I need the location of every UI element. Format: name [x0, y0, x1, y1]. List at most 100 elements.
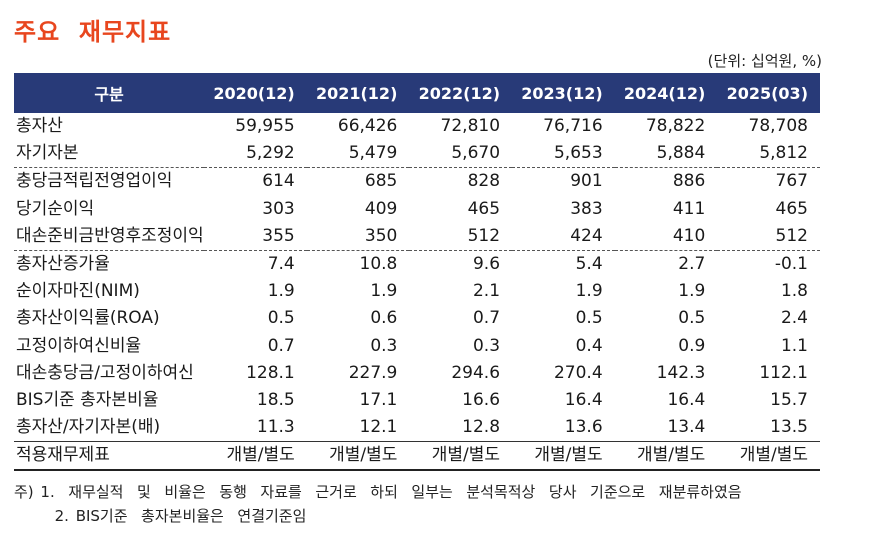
table-cell: 767 [775, 171, 808, 192]
table-cell: 17.1 [359, 389, 398, 410]
table-cell: -0.1 [774, 254, 808, 275]
table-cell: 개별/별도 [717, 441, 820, 472]
table-cell: 512 [409, 222, 513, 251]
table-cell: 512 [717, 222, 820, 251]
table-cell: 개별/별도 [204, 441, 307, 472]
table-cell: 16.4 [564, 389, 603, 410]
table-cell: 409 [364, 198, 398, 219]
table-cell: 5,812 [717, 140, 820, 169]
table-row: 총자산/자기자본(배) 11.3 12.1 12.8 13.6 13.4 13.5 [14, 414, 820, 443]
table-cell: 383 [570, 198, 603, 219]
table-row: 당기순이익 303 409 465 383 411 465 [14, 196, 820, 223]
table-body: 총자산 59,955 66,426 72,810 76,716 78,822 78,708 자… [14, 113, 820, 472]
table-row: 충당금적립전영업이익 614 685 828 901 886 767 [14, 168, 820, 196]
table-row: 고정이하여신비율 0.7 0.3 0.3 0.4 0.9 1.1 [14, 333, 820, 360]
table-cell: 13.5 [717, 414, 820, 443]
table-cell: 2.7 [678, 254, 706, 275]
table-cell: 1.9 [678, 281, 706, 302]
row-label: BIS기준 총자본비율 [16, 389, 159, 410]
row-label: 자기자본 [14, 140, 205, 169]
table-cell: 13.4 [614, 414, 718, 443]
page-title: 주요 재무지표 [14, 18, 172, 46]
table-cell: 424 [512, 222, 615, 251]
table-cell: 828 [467, 171, 501, 192]
row-label: 총자산이익률(ROA) [16, 308, 160, 329]
table-cell: 78,822 [645, 116, 706, 137]
row-label: 총자산 [16, 116, 63, 137]
footnote-2: 2. BIS기준 총자본비율은 연결기준임 [14, 507, 307, 525]
table-cell: 1.9 [370, 281, 398, 302]
table-cell: 0.6 [370, 308, 398, 329]
table-cell: 59,955 [235, 116, 295, 137]
table-cell: 5,292 [204, 140, 307, 169]
table-cell: 355 [204, 222, 307, 251]
table-cell: 227.9 [348, 362, 398, 383]
table-cell: 614 [262, 171, 295, 192]
table-cell: 128.1 [246, 362, 295, 383]
table-row: 총자산증가율 7.4 10.8 9.6 5.4 2.7 -0.1 [14, 250, 820, 278]
table-cell: 11.3 [204, 414, 307, 443]
table-cell: 465 [467, 198, 501, 219]
table-cell: 112.1 [759, 362, 808, 383]
table-cell: 0.7 [472, 308, 501, 329]
table-cell: 886 [672, 171, 706, 192]
table-cell: 78,708 [748, 116, 808, 137]
table-row: 대손충당금/고정이하여신 128.1 227.9 294.6 270.4 142.3 112… [14, 360, 820, 387]
row-label: 순이자마진(NIM) [16, 281, 140, 302]
table-cell: 5,884 [614, 140, 718, 169]
table-cell: 16.6 [462, 389, 501, 410]
table-cell: 0.3 [472, 335, 501, 356]
table-cell: 0.5 [575, 308, 603, 329]
table-cell: 5,670 [409, 140, 513, 169]
table-cell: 72,810 [440, 116, 501, 137]
table-cell: 465 [775, 198, 808, 219]
table-cell: 개별/별도 [306, 441, 410, 472]
header-year: 2022(12) [418, 83, 501, 103]
header-year: 2024(12) [623, 83, 706, 103]
table-cell: 5.4 [575, 254, 603, 275]
table-cell: 76,716 [543, 116, 603, 137]
table-row: 적용재무제표 개별/별도 개별/별도 개별/별도 개별/별도 개별/별도 개별/별도 [14, 441, 820, 472]
table-cell: 16.4 [667, 389, 706, 410]
table-cell: 0.4 [575, 335, 603, 356]
row-label: 당기순이익 [16, 198, 95, 219]
table-cell: 1.8 [780, 281, 808, 302]
table-cell: 1.9 [575, 281, 603, 302]
table-cell: 1.1 [780, 335, 808, 356]
table-cell: 411 [672, 198, 706, 219]
table-cell: 685 [364, 171, 398, 192]
table-row: 순이자마진(NIM) 1.9 1.9 2.1 1.9 1.9 1.8 [14, 278, 820, 305]
table-cell: 12.8 [409, 414, 513, 443]
table-cell: 350 [306, 222, 410, 251]
table-cell: 410 [614, 222, 718, 251]
table-cell: 15.7 [770, 389, 808, 410]
unit-note: (단위: 십억원, %) [707, 52, 822, 70]
table-row: BIS기준 총자본비율 18.5 17.1 16.6 16.4 16.4 15.7 [14, 387, 820, 414]
table-cell: 270.4 [553, 362, 603, 383]
table-cell: 9.6 [472, 254, 501, 275]
row-label: 총자산/자기자본(배) [14, 414, 205, 443]
table-cell: 2.4 [780, 308, 808, 329]
table-cell: 10.8 [359, 254, 398, 275]
row-label: 고정이하여신비율 [16, 335, 142, 356]
financial-indicators-table: 구분 2020(12) 2021(12) 2022(12) 2023(12) 2… [14, 73, 820, 472]
table-row: 총자산이익률(ROA) 0.5 0.6 0.7 0.5 0.5 2.4 [14, 305, 820, 332]
header-year: 2023(12) [521, 83, 603, 103]
footnote-1: 주) 1. 재무실적 및 비율은 동행 자료를 근거로 하되 일부는 분석목적상… [14, 483, 742, 501]
table-cell: 개별/별도 [614, 441, 718, 472]
row-label: 충당금적립전영업이익 [16, 171, 173, 192]
table-cell: 0.7 [267, 335, 295, 356]
row-label: 총자산증가율 [16, 254, 110, 275]
table-cell: 0.3 [370, 335, 398, 356]
table-cell: 5,479 [306, 140, 410, 169]
table-cell: 901 [570, 171, 603, 192]
row-label: 대손준비금반영후조정이익 [14, 222, 205, 251]
table-cell: 0.9 [678, 335, 706, 356]
header-year: 2020(12) [213, 83, 295, 103]
table-cell: 12.1 [306, 414, 410, 443]
table-cell: 0.5 [267, 308, 295, 329]
row-label: 적용재무제표 [14, 441, 205, 472]
table-row: 대손준비금반영후조정이익 355 350 512 424 410 512 [14, 222, 820, 251]
table-row: 자기자본 5,292 5,479 5,670 5,653 5,884 5,812 [14, 140, 820, 169]
header-label: 구분 [94, 85, 124, 104]
